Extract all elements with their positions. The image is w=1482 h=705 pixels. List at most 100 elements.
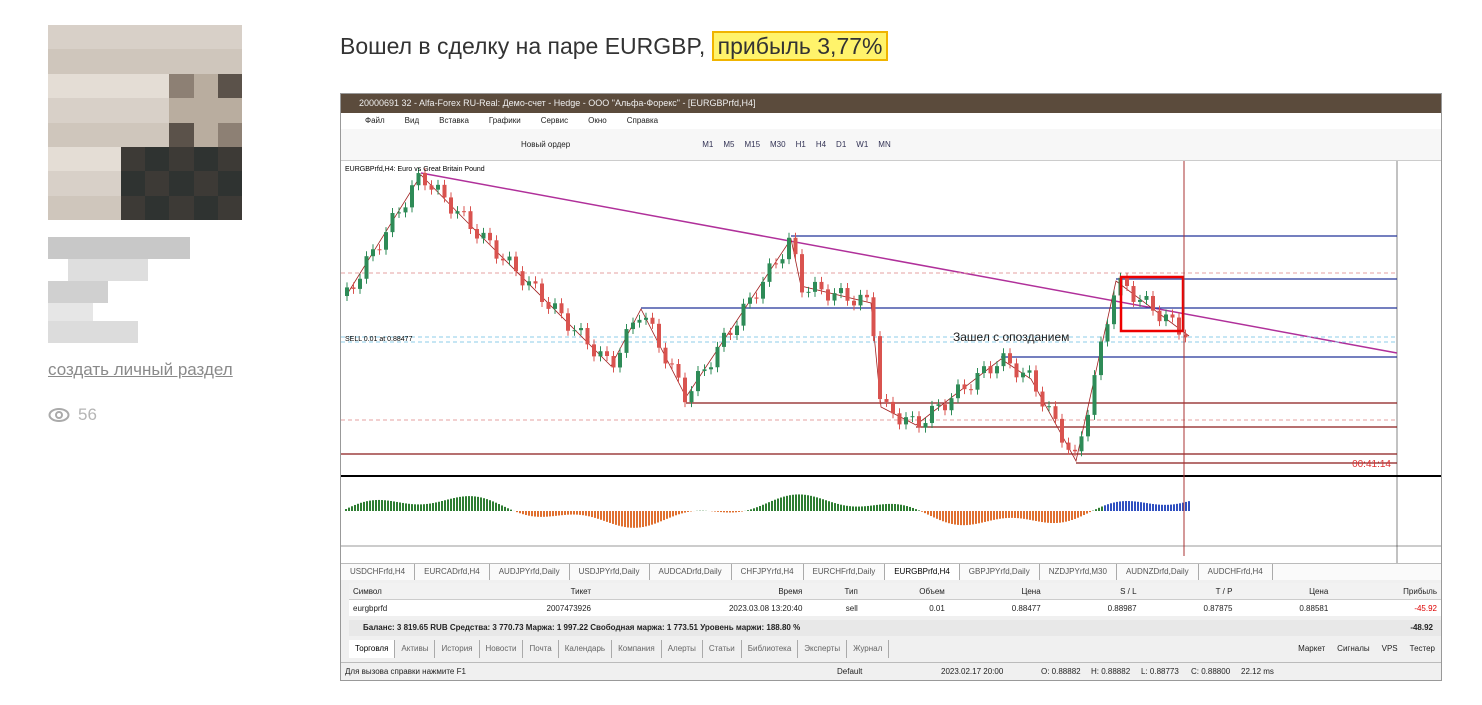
menu-item[interactable]: Графики <box>488 116 521 125</box>
indicator-bar <box>1125 501 1127 511</box>
avatar-pixel <box>96 171 121 196</box>
indicator-bar <box>999 511 1001 519</box>
avatar-pixel <box>48 73 73 99</box>
indicator-bar <box>879 504 881 511</box>
indicator-bar <box>474 496 476 511</box>
terminal-tab[interactable]: Торговля <box>349 640 396 658</box>
indicator-bar <box>351 506 353 511</box>
terminal-tab[interactable]: Статьи <box>703 640 742 658</box>
indicator-bar <box>408 503 410 511</box>
terminal-link[interactable]: Маркет <box>1298 644 1326 653</box>
symbol-tab[interactable]: EURCADrfd,H4 <box>415 564 490 580</box>
indicator-bar <box>492 501 494 511</box>
symbol-tab[interactable]: EURGBPrfd,H4 <box>885 564 960 580</box>
terminal-tab[interactable]: Активы <box>395 640 436 658</box>
indicator-bar <box>1098 507 1100 511</box>
menu-bar: Файл Вид Вставка Графики Сервис Окно Справка <box>341 113 1441 129</box>
table-cell: 0.88477 <box>1011 603 1041 613</box>
symbol-tab[interactable]: USDCHFrfd,H4 <box>341 564 416 580</box>
terminal-tab[interactable]: История <box>435 640 480 658</box>
candle-body <box>384 232 388 250</box>
indicator-bar <box>369 500 371 511</box>
indicator-bar <box>828 501 830 511</box>
terminal-tab[interactable]: Компания <box>612 640 662 658</box>
indicator-bar <box>1185 501 1187 511</box>
terminal-tab[interactable]: Новости <box>480 640 524 658</box>
symbol-tab[interactable]: AUDCHFrfd,H4 <box>1199 564 1273 580</box>
symbol-tab[interactable]: EURCHFrfd,Daily <box>804 564 886 580</box>
indicator-bar <box>936 511 938 519</box>
indicator-bar <box>729 511 731 513</box>
indicator-bar <box>861 506 863 511</box>
indicator-bar <box>651 511 653 525</box>
timeframe-button[interactable]: M30 <box>770 140 786 149</box>
indicator-bar <box>384 500 386 511</box>
menu-item[interactable]: Файл <box>365 116 385 125</box>
timeframe-button[interactable]: M15 <box>744 140 761 149</box>
symbol-tab[interactable]: GBPJPYrfd,Daily <box>960 564 1040 580</box>
avatar-pixel <box>48 171 73 196</box>
candle-body <box>351 287 356 289</box>
terminal-tab[interactable]: Алерты <box>662 640 703 658</box>
timeframes: M1 M5 M15 M30 H1 H4 D1 W1 MN <box>702 140 891 149</box>
menu-item[interactable]: Вставка <box>439 116 469 125</box>
create-section-link[interactable]: создать личный раздел <box>48 360 233 379</box>
avatar-pixel <box>217 171 242 196</box>
indicator-bar <box>1083 511 1085 516</box>
candle-body <box>670 363 674 365</box>
indicator-bar <box>1107 504 1109 511</box>
indicator-bar <box>1161 504 1163 511</box>
table-cell: 0.88987 <box>1107 603 1137 613</box>
indicator-bar <box>507 508 509 511</box>
indicator-bar <box>1041 511 1043 523</box>
candle-body <box>709 367 713 370</box>
indicator-bar <box>345 509 347 511</box>
terminal-link[interactable]: VPS <box>1381 644 1398 653</box>
candle-body <box>1034 370 1038 392</box>
symbol-tab[interactable]: NZDJPYrfd,M30 <box>1040 564 1117 580</box>
timeframe-button[interactable]: H4 <box>815 140 827 149</box>
indicator-bar <box>951 511 953 524</box>
terminal-tab[interactable]: Почта <box>523 640 559 658</box>
candle-body <box>462 211 466 213</box>
terminal-link[interactable]: Сигналы <box>1337 644 1370 653</box>
indicator-bar <box>675 511 677 516</box>
terminal-tab[interactable]: Календарь <box>559 640 613 658</box>
candle-body <box>1001 353 1006 367</box>
symbol-tab[interactable]: AUDNZDrfd,Daily <box>1117 564 1199 580</box>
candle-body <box>1099 341 1103 376</box>
timeframe-button[interactable]: MN <box>878 140 891 149</box>
candle-body <box>774 263 778 265</box>
terminal-link[interactable]: Тестер <box>1409 644 1435 653</box>
timeframe-button[interactable]: M5 <box>723 140 735 149</box>
candle-body <box>1131 286 1136 302</box>
timeframe-button[interactable]: D1 <box>836 140 847 149</box>
indicator-bar <box>939 511 941 521</box>
indicator-bar <box>864 506 866 511</box>
avatar-pixel <box>72 25 97 50</box>
table-header: Цена <box>1236 583 1333 600</box>
indicator-bar <box>720 511 722 513</box>
indicator-bar <box>1164 504 1166 511</box>
terminal-tab[interactable]: Журнал <box>847 640 890 658</box>
balance-row: Баланс: 3 819.65 RUB Средства: 3 770.73 … <box>349 620 1441 636</box>
indicator-bar <box>1014 511 1016 518</box>
indicator-bar <box>1020 511 1022 519</box>
menu-item[interactable]: Вид <box>404 116 420 125</box>
menu-item[interactable]: Справка <box>626 116 659 125</box>
timeframe-button[interactable]: H1 <box>795 140 806 149</box>
indicator-bar <box>1173 504 1175 511</box>
timeframe-button[interactable]: M1 <box>702 140 714 149</box>
indicator-bar <box>1188 501 1190 511</box>
terminal-tab[interactable]: Эксперты <box>798 640 848 658</box>
menu-item[interactable]: Окно <box>588 116 607 125</box>
symbol-tab[interactable]: CHFJPYrfd,H4 <box>732 564 804 580</box>
new-order-button[interactable]: Новый ордер <box>521 140 571 149</box>
symbol-tab[interactable]: AUDCADrfd,Daily <box>650 564 732 580</box>
symbol-tab[interactable]: USDJPYrfd,Daily <box>570 564 650 580</box>
symbol-tab[interactable]: AUDJPYrfd,Daily <box>490 564 570 580</box>
timeframe-button[interactable]: W1 <box>856 140 869 149</box>
terminal-tab[interactable]: Библиотека <box>742 640 799 658</box>
menu-item[interactable]: Сервис <box>540 116 569 125</box>
